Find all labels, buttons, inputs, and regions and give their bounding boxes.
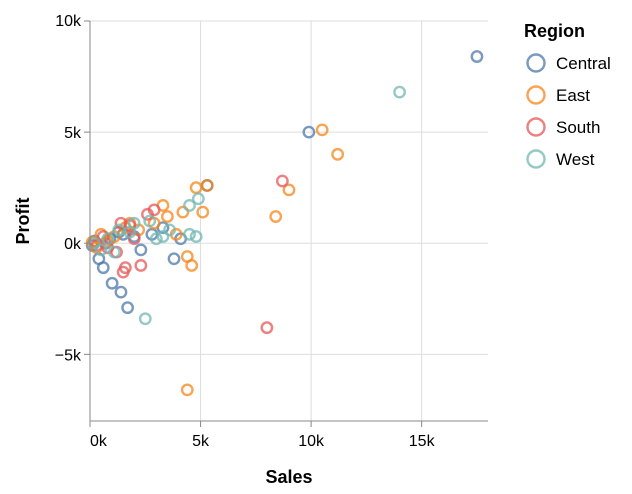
data-point [282, 183, 296, 197]
data-point [156, 230, 170, 243]
data-point [176, 205, 190, 219]
data-point [143, 214, 157, 228]
data-point [470, 50, 484, 63]
legend-symbol [526, 85, 546, 105]
x-tick-label: 15k [409, 433, 436, 450]
data-point [191, 192, 205, 206]
legend-item-east: East [526, 85, 590, 105]
data-point [196, 205, 210, 219]
legend-label: East [556, 86, 590, 105]
legend-label: South [556, 118, 600, 137]
data-point [393, 85, 406, 99]
data-point [114, 285, 128, 299]
legend-symbol [526, 117, 546, 137]
y-axis-label: Profit [13, 197, 33, 244]
data-point [101, 232, 115, 246]
y-tick-label: 10k [55, 13, 82, 30]
data-point [121, 301, 134, 315]
data-point [189, 230, 203, 243]
data-point [107, 245, 121, 259]
legend-title: Region [524, 21, 585, 41]
legend-label: West [556, 150, 595, 169]
data-point [112, 223, 126, 237]
legend-item-south: South [526, 117, 600, 137]
data-point [180, 383, 194, 397]
data-point [260, 321, 274, 335]
y-tick-label: 0k [64, 236, 82, 253]
data-point [183, 199, 196, 212]
y-tick-label: −5k [55, 347, 82, 364]
legend: Region Central East South West [524, 21, 611, 169]
series-west [88, 85, 406, 326]
data-point [315, 123, 329, 137]
x-tick-label: 0k [90, 433, 108, 450]
data-point [134, 243, 148, 257]
legend-item-west: West [526, 149, 595, 169]
data-point [275, 174, 289, 188]
data-point [185, 259, 199, 272]
data-point [127, 216, 141, 230]
legend-symbol [526, 149, 546, 169]
data-point [94, 243, 108, 257]
points-layer [85, 50, 484, 397]
legend-symbol [526, 53, 546, 73]
legend-label: Central [556, 54, 611, 73]
data-point [105, 276, 119, 290]
data-point [134, 259, 148, 272]
data-point [160, 210, 174, 223]
data-point [116, 265, 130, 279]
data-point [302, 125, 316, 139]
data-point [114, 216, 128, 230]
data-point [200, 179, 214, 192]
data-point [149, 232, 163, 246]
data-point [141, 207, 154, 221]
data-point [163, 223, 177, 237]
x-axis-label: Sales [265, 467, 312, 487]
data-point [138, 312, 152, 326]
data-point [269, 210, 283, 223]
data-point [183, 227, 196, 241]
x-tick-label: 5k [192, 433, 210, 450]
series-central [85, 50, 484, 315]
legend-item-central: Central [526, 53, 611, 73]
y-tick-label: 5k [64, 125, 82, 142]
data-point [167, 252, 181, 266]
data-point [331, 147, 345, 161]
x-tick-label: 10k [298, 433, 325, 450]
axes: 0k 5k 10k 15k −5k 0k 5k 10k [55, 13, 488, 450]
data-point [189, 181, 203, 195]
